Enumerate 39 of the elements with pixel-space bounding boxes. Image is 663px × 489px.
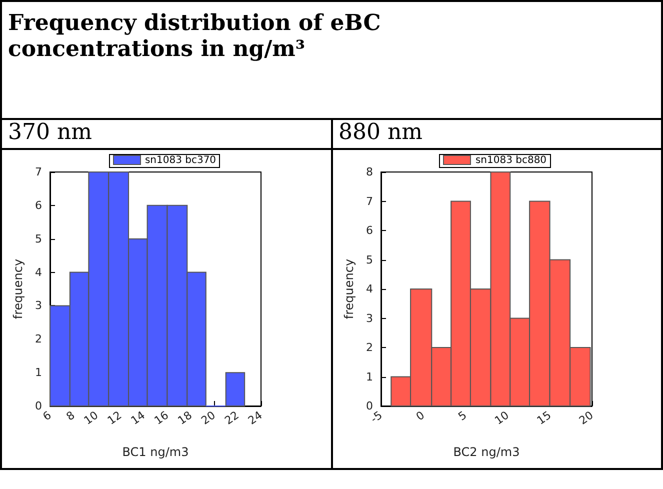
y-tick-label: 3: [366, 312, 372, 325]
legend-label: sn1083 bc370: [108, 154, 220, 168]
chart-subtitle: 880 nm: [332, 119, 662, 149]
x-tick-label: 20: [576, 408, 596, 428]
x-tick-label: 0: [413, 408, 426, 424]
x-tick-label: 5: [455, 408, 469, 424]
x-tick-label: 8: [64, 408, 78, 424]
x-axis-title: BC2 ng/m3: [452, 445, 520, 459]
y-tick-label: 8: [366, 166, 372, 178]
x-tick-label: 20: [198, 408, 218, 428]
y-tick-label: 7: [35, 166, 42, 178]
legend-label: sn1083 bc880: [439, 154, 551, 168]
y-tick-label: 6: [35, 198, 42, 212]
y-tick-label: 5: [35, 232, 42, 246]
x-tick-label: 24: [246, 408, 265, 428]
x-axis-title: BC1 ng/m3: [122, 445, 189, 459]
y-tick-label: 4: [35, 266, 42, 279]
y-axis-title: frequency: [11, 258, 26, 320]
x-tick-label: 22: [222, 408, 242, 428]
x-tick-label: 16: [152, 408, 171, 428]
y-tick-label: 2: [366, 341, 372, 354]
chart-title: Frequency distribution of eBC concentrations in ng/m³: [1, 1, 662, 119]
y-tick-label: 3: [35, 299, 42, 312]
y-tick-label: 5: [366, 253, 372, 266]
y-tick-label: 0: [35, 400, 42, 412]
x-tick-label: 12: [105, 408, 124, 428]
x-tick-label: 10: [492, 408, 511, 428]
x-tick-label: 15: [534, 408, 554, 428]
y-tick-label: 1: [35, 366, 42, 380]
y-tick-label: 6: [366, 224, 372, 237]
y-tick-label: 7: [366, 194, 372, 208]
x-tick-label: 18: [175, 408, 194, 428]
y-axis-title: frequency: [342, 258, 356, 320]
x-tick-label: 14: [128, 408, 148, 428]
y-tick-label: 2: [35, 332, 42, 346]
y-tick-label: 1: [366, 370, 372, 384]
x-tick-label: 10: [82, 408, 101, 428]
chart-subtitle: 370 nm: [1, 119, 332, 149]
y-tick-label: 4: [366, 282, 372, 296]
